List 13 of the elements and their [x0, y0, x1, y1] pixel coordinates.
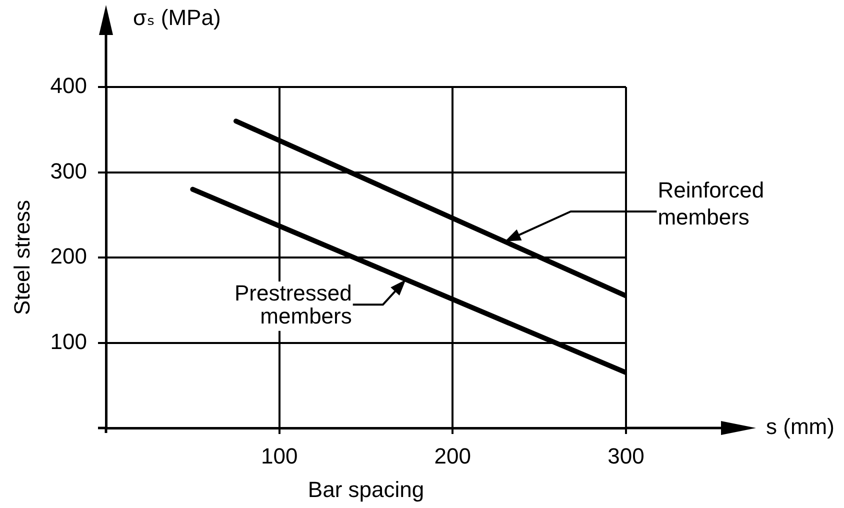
y-axis-title: Steel stress: [9, 200, 34, 315]
y-tick-label: 400: [50, 73, 87, 98]
text: Reinforced members: [658, 178, 764, 230]
annotation: Prestressed members: [234, 280, 352, 329]
x-tick-label: 300: [608, 443, 644, 468]
y-tick-label: 100: [50, 328, 87, 354]
y-tick-label: 200: [50, 244, 87, 269]
text: σₛ (MPa): [133, 5, 221, 30]
x-tick-label: 200: [434, 443, 472, 468]
y-tick-label: 300: [50, 158, 87, 184]
text: s (mm): [766, 414, 834, 440]
x-axis-title: Bar spacing: [308, 476, 424, 502]
x-tick-label: 100: [260, 443, 298, 468]
